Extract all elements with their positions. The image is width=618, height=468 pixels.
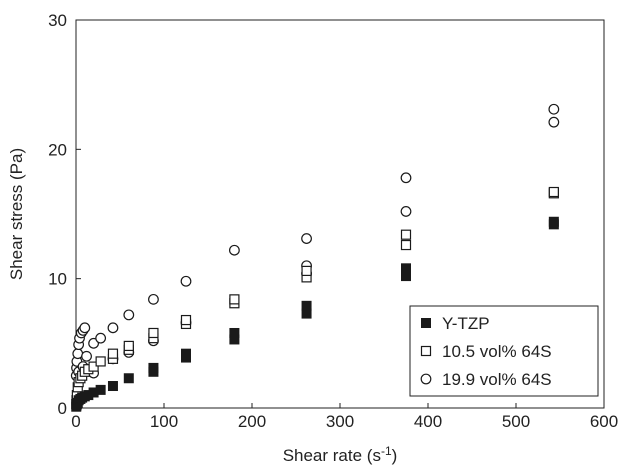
data-point-series-2 — [72, 348, 84, 360]
x-tick-label: 200 — [238, 412, 266, 431]
data-point-series-1 — [400, 239, 412, 251]
data-point-series-2 — [228, 244, 240, 256]
data-point-series-1 — [180, 314, 192, 326]
data-point-series-1 — [88, 361, 99, 372]
data-point-series-0 — [229, 327, 240, 338]
data-point-series-2 — [95, 332, 107, 344]
data-point-series-2 — [548, 116, 560, 128]
x-axis-ticks: 0 100 200 300 400 500 600 — [71, 403, 618, 431]
x-tick-label: 600 — [590, 412, 618, 431]
legend-marker-0 — [421, 318, 431, 328]
y-tick-label: 10 — [48, 270, 67, 289]
data-point-series-1 — [123, 340, 134, 352]
data-point-series-2 — [400, 172, 412, 184]
legend: Y-TZP 10.5 vol% 64S 19.9 vol% 64S — [409, 305, 599, 397]
legend-label-1: 10.5 vol% 64S — [442, 342, 552, 361]
x-axis-title-superscript: -1 — [381, 444, 392, 458]
y-axis-title: Shear stress (Pa) — [7, 148, 26, 280]
data-point-series-2 — [107, 322, 119, 334]
data-point-series-1 — [400, 229, 412, 240]
y-tick-label: 0 — [58, 399, 67, 418]
data-point-series-2 — [148, 293, 159, 305]
data-point-series-2 — [81, 350, 92, 362]
legend-label-0: Y-TZP — [442, 314, 490, 333]
x-tick-label: 400 — [414, 412, 442, 431]
x-axis-title-end: ) — [392, 446, 398, 465]
x-tick-label: 100 — [150, 412, 178, 431]
data-point-series-0 — [301, 300, 312, 311]
data-point-series-0 — [107, 381, 118, 392]
y-tick-label: 30 — [48, 11, 67, 30]
y-tick-label: 20 — [48, 140, 67, 159]
x-axis-title: Shear rate (s-1) — [283, 444, 398, 465]
data-point-series-0 — [123, 373, 134, 384]
legend-marker-2 — [420, 373, 432, 385]
y-axis-ticks: 0 10 20 30 — [48, 11, 81, 418]
legend-box — [409, 305, 599, 397]
data-point-series-2 — [400, 206, 412, 217]
data-point-series-0 — [181, 348, 191, 359]
data-point-series-1 — [148, 327, 159, 339]
data-points — [70, 103, 560, 412]
data-point-series-0 — [95, 384, 106, 395]
data-point-series-2 — [301, 233, 312, 244]
data-point-series-1 — [301, 265, 312, 277]
x-tick-label: 300 — [326, 412, 354, 431]
data-point-series-0 — [148, 362, 159, 373]
legend-label-2: 19.9 vol% 64S — [442, 370, 552, 389]
data-point-series-0 — [548, 216, 559, 227]
legend-marker-1 — [420, 345, 432, 357]
data-point-series-1 — [229, 294, 240, 305]
data-point-series-1 — [107, 348, 119, 359]
data-point-series-0 — [401, 263, 411, 274]
data-point-series-2 — [548, 103, 560, 115]
x-tick-label: 500 — [502, 412, 530, 431]
x-tick-label: 0 — [71, 412, 80, 431]
data-point-series-2 — [123, 309, 135, 321]
data-point-series-2 — [79, 322, 91, 334]
data-point-series-1 — [95, 356, 106, 367]
data-point-series-1 — [548, 186, 559, 198]
data-point-series-2 — [180, 275, 192, 287]
data-point-series-2 — [88, 337, 99, 349]
